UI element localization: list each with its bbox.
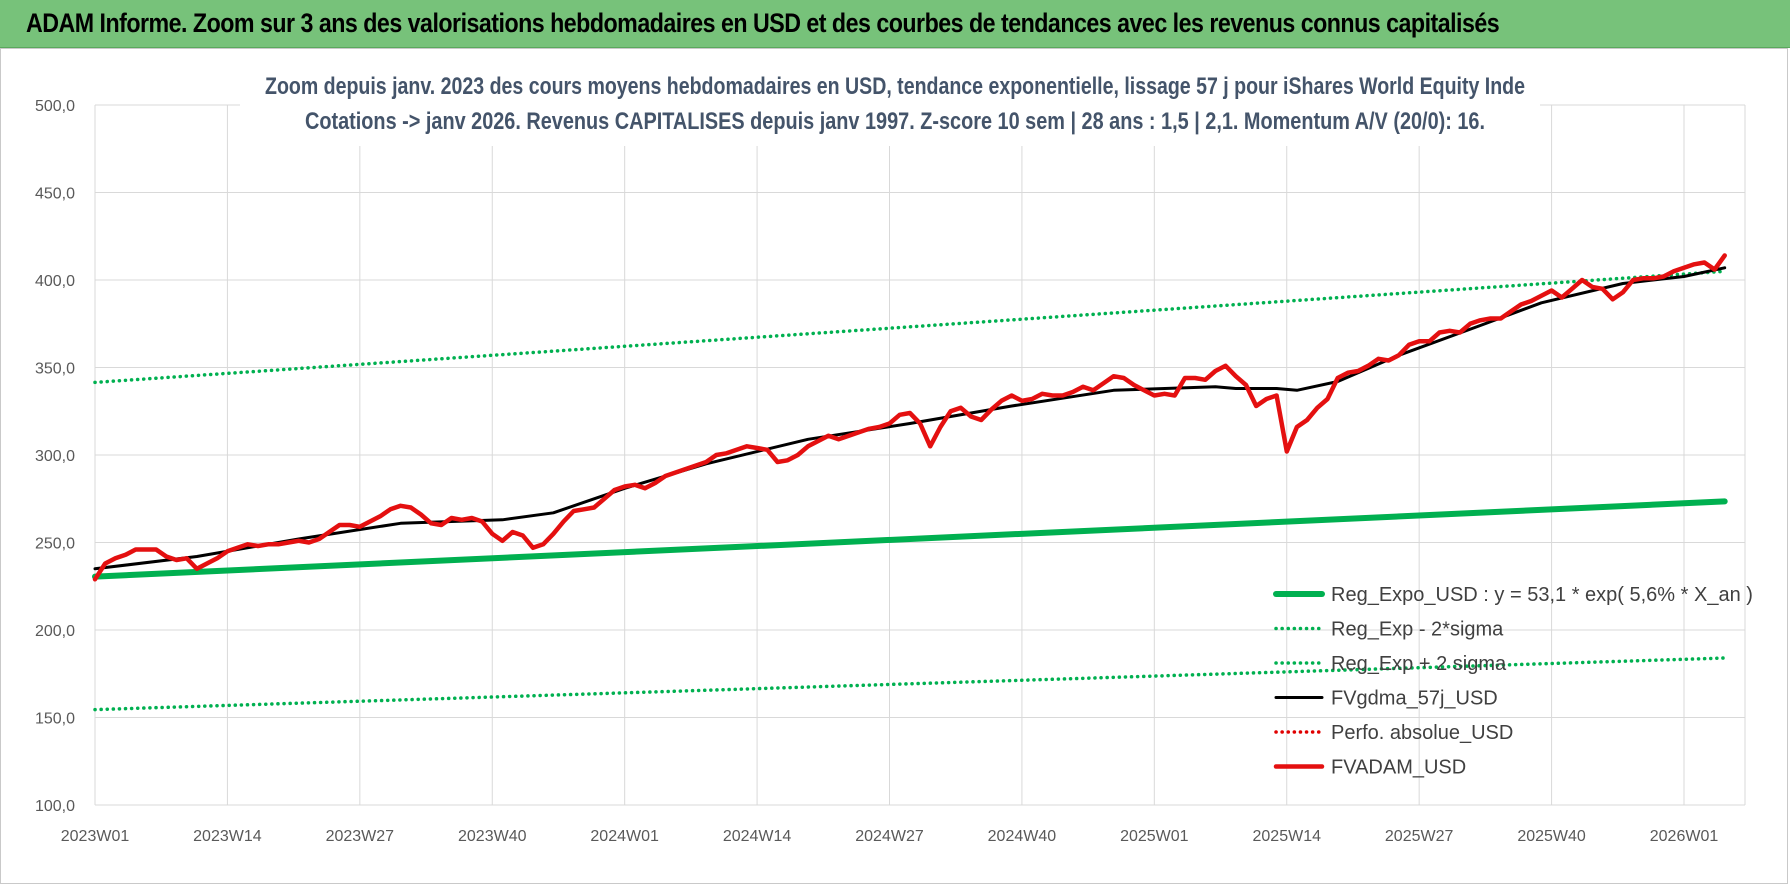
chart-title-background	[240, 60, 1540, 146]
x-tick-label: 2024W27	[855, 828, 924, 845]
y-tick-label: 400,0	[35, 273, 75, 290]
x-tick-label: 2024W40	[988, 828, 1057, 845]
x-tick-label: 2023W40	[458, 828, 527, 845]
x-tick-label: 2025W40	[1517, 828, 1586, 845]
y-tick-label: 100,0	[35, 798, 75, 815]
legend-label-0: Reg_Expo_USD : y = 53,1 * exp( 5,6% * X_…	[1331, 584, 1753, 606]
series-line-5	[92, 253, 1727, 582]
legend: Reg_Expo_USD : y = 53,1 * exp( 5,6% * X_…	[1273, 584, 1753, 779]
series-line-1	[93, 656, 1727, 712]
legend-label-4: Perfo. absolue_USD	[1331, 722, 1513, 744]
y-axis: 500,0 450,0 400,0 350,0 300,0 250,0 200,0 150,0…	[35, 98, 75, 815]
y-tick-label: 450,0	[35, 186, 75, 203]
report-banner: ADAM Informe. Zoom sur 3 ans des valoris…	[0, 0, 1790, 48]
series-line-2	[93, 269, 1727, 385]
x-tick-label: 2023W14	[193, 828, 262, 845]
report-title: ADAM Informe. Zoom sur 3 ans des valoris…	[26, 8, 1500, 38]
y-tick-label: 150,0	[35, 711, 75, 728]
grid-lines	[94, 104, 1746, 806]
legend-label-1: Reg_Exp - 2*sigma	[1331, 619, 1504, 641]
chart-title-line-1: Zoom depuis janv. 2023 des cours moyens …	[265, 73, 1525, 100]
chart-frame	[0, 48, 1788, 884]
y-tick-label: 250,0	[35, 536, 75, 553]
chart-title-group: Zoom depuis janv. 2023 des cours moyens …	[240, 60, 1540, 146]
y-tick-label: 200,0	[35, 623, 75, 640]
legend-label-5: FVADAM_USD	[1331, 757, 1466, 779]
x-tick-label: 2024W14	[723, 828, 792, 845]
legend-label-3: FVgdma_57j_USD	[1331, 688, 1498, 710]
x-tick-label: 2024W01	[590, 828, 659, 845]
series-layer	[92, 253, 1728, 712]
series-line-0	[92, 498, 1728, 580]
y-tick-label: 300,0	[35, 448, 75, 465]
x-tick-label: 2023W27	[326, 828, 395, 845]
x-tick-label: 2025W01	[1120, 828, 1189, 845]
legend-label-2: Reg_Exp + 2 sigma	[1331, 653, 1507, 675]
x-axis: 2023W01 2023W14 2023W27 2023W40 2024W01 2024W…	[61, 828, 1719, 845]
chart-title-line-2: Cotations -> janv 2026. Revenus CAPITALI…	[305, 108, 1485, 135]
x-tick-label: 2026W01	[1650, 828, 1719, 845]
x-tick-label: 2025W14	[1253, 828, 1322, 845]
x-tick-label: 2023W01	[61, 828, 130, 845]
x-tick-label: 2025W27	[1385, 828, 1454, 845]
y-tick-label: 350,0	[35, 361, 75, 378]
y-tick-label: 500,0	[35, 98, 75, 115]
